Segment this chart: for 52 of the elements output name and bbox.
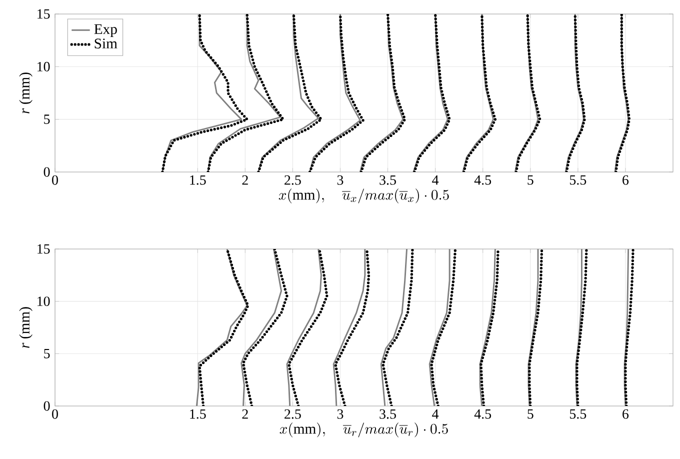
x-tick-label: 2.5 — [284, 409, 301, 419]
line-series — [380, 248, 408, 406]
line-series — [624, 248, 630, 406]
line-series — [286, 248, 322, 406]
x-tick-label: 4 — [432, 409, 439, 419]
x-tick-label: 3.5 — [380, 175, 396, 185]
x-tick-label: 4.5 — [474, 409, 492, 419]
line-series — [624, 248, 634, 406]
x-tick-label: 3.5 — [380, 409, 396, 419]
x-tick-label: 2.5 — [284, 175, 301, 185]
x-tick-label: 0 — [52, 175, 58, 185]
x-tick-label: 2 — [242, 175, 248, 185]
y-tick-label: 10 — [38, 296, 50, 306]
y-axis-title: r (mm) — [19, 72, 32, 114]
line-series — [382, 248, 414, 406]
line-series — [576, 248, 588, 406]
legend-label: Sim — [94, 38, 118, 48]
y-tick-label: 15 — [38, 244, 50, 254]
legend-label: Exp — [94, 24, 117, 38]
line-series — [575, 248, 582, 406]
x-tick-label: 0 — [52, 409, 58, 419]
x-axis-title: $x(\mathrm{mm}),\quad \overline{u}_x/max(\overline{u}_x)\cdot 0.5$ — [278, 188, 449, 204]
x-tick-label: 4.5 — [474, 175, 492, 185]
y-tick-label: 5 — [44, 114, 50, 124]
x-tick-label: 4 — [432, 175, 439, 185]
line-series — [332, 248, 366, 406]
y-tick-label: 5 — [44, 349, 50, 358]
y-axis-title: r (mm) — [19, 307, 32, 348]
line-series — [528, 248, 544, 406]
x-tick-label: 1.5 — [190, 175, 206, 185]
line-series — [430, 248, 457, 406]
x-tick-label: 2 — [242, 409, 248, 419]
line-series — [428, 248, 450, 406]
y-tick-label: 0 — [44, 401, 50, 411]
line-series — [479, 248, 496, 406]
line-series — [480, 248, 500, 406]
x-tick-label: 5.5 — [570, 175, 586, 185]
x-tick-label: 1.5 — [190, 409, 206, 419]
y-tick-label: 10 — [38, 62, 50, 72]
line-series — [528, 248, 539, 406]
x-tick-label: 3 — [337, 409, 344, 419]
x-tick-label: 5 — [528, 409, 534, 419]
x-tick-label: 3 — [337, 175, 344, 185]
line-series — [334, 248, 370, 406]
x-tick-label: 6 — [622, 175, 629, 185]
x-axis-title: $x(\mathrm{mm}),\quad \overline{u}_r/max(\overline{u}_r)\cdot 0.5$ — [280, 422, 448, 438]
y-tick-label: 15 — [38, 9, 50, 19]
x-tick-label: 6 — [622, 409, 629, 419]
y-tick-label: 0 — [44, 167, 50, 177]
line-series — [288, 248, 328, 406]
x-tick-label: 5.5 — [570, 409, 586, 419]
x-tick-label: 5 — [528, 175, 534, 185]
